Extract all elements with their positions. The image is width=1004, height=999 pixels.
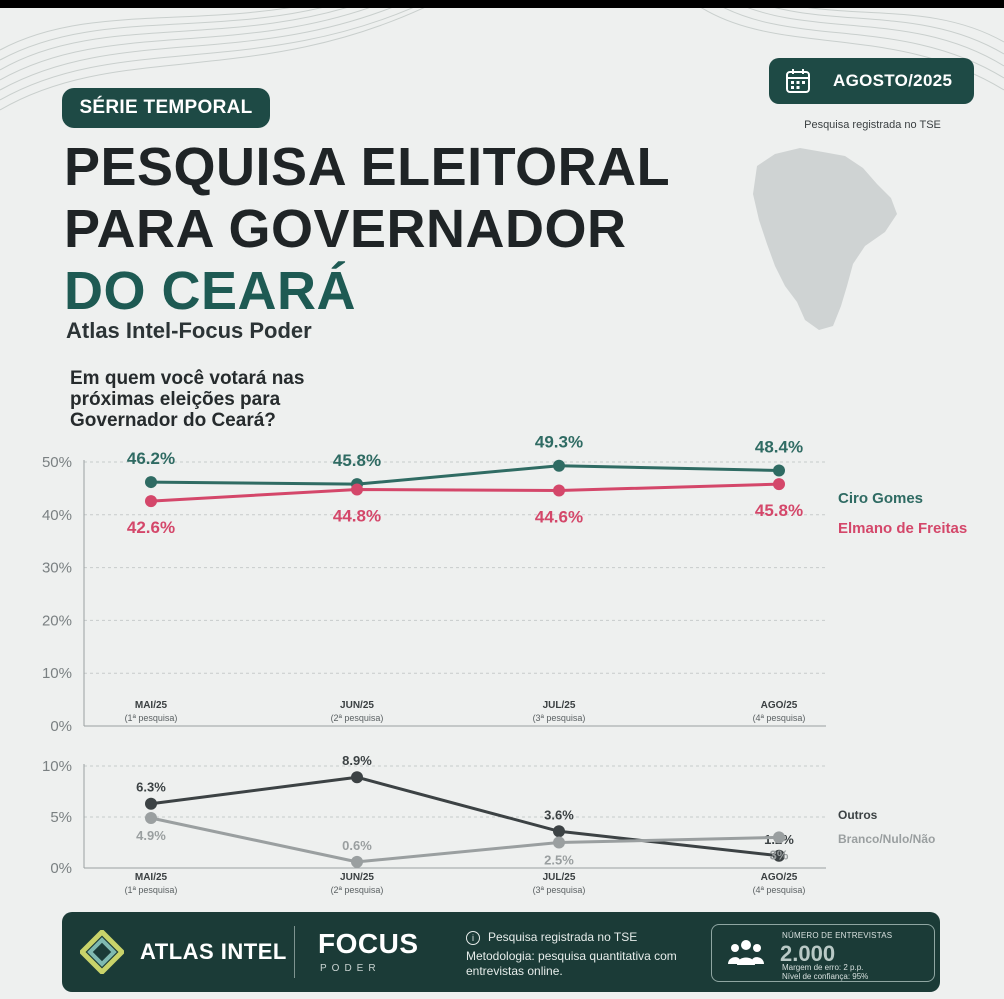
- legend-label: Branco/Nulo/Não: [838, 832, 935, 846]
- methodology-info: i Pesquisa registrada no TSE Metodologia:…: [466, 930, 696, 979]
- question: Em quem você votará nas próximas eleiçõe…: [70, 368, 305, 431]
- legend-label: Outros: [838, 808, 878, 822]
- footer: ATLAS INTEL FOCUS PODER i Pesquisa regist…: [62, 912, 940, 992]
- data-point: [145, 495, 157, 508]
- series-line-outros: [150, 775, 780, 858]
- data-label: 46.2%: [127, 449, 175, 468]
- y-tick-label: 20%: [42, 612, 72, 629]
- people-icon: [728, 940, 764, 965]
- data-point: [145, 812, 157, 825]
- x-tick-sublabel: (4ª pesquisa): [753, 713, 806, 723]
- x-tick-sublabel: (2ª pesquisa): [331, 885, 384, 895]
- x-tick-label: JUL/25: [543, 872, 576, 883]
- data-point: [351, 771, 363, 784]
- x-tick-sublabel: (1ª pesquisa): [125, 713, 178, 723]
- confidence-level: Nível de confiança: 95%: [782, 972, 869, 981]
- title-line-3: DO CEARÁ: [64, 261, 357, 321]
- legend-label: Ciro Gomes: [838, 490, 923, 507]
- data-point: [773, 849, 785, 862]
- data-label: 48.4%: [755, 437, 803, 456]
- x-tick-label: MAI/25: [135, 872, 168, 883]
- atlas-intel-brand: ATLAS INTEL: [140, 939, 287, 964]
- data-label: 49.3%: [535, 433, 583, 452]
- subtitle: Atlas Intel-Focus Poder: [66, 318, 312, 343]
- data-label: 45.8%: [333, 451, 381, 470]
- calendar-icon: [786, 69, 810, 93]
- data-label: 44.8%: [333, 506, 381, 525]
- y-tick-label: 50%: [42, 454, 72, 471]
- series-line-branco-nulo-n-o: [150, 816, 780, 864]
- data-label: 3.6%: [544, 807, 574, 822]
- legend-label: Elmano de Freitas: [838, 520, 967, 537]
- data-point: [145, 797, 157, 810]
- data-point: [773, 478, 785, 491]
- data-point: [553, 836, 565, 849]
- y-tick-label: 40%: [42, 507, 72, 524]
- x-tick-label: JUL/25: [543, 700, 576, 711]
- y-tick-label: 30%: [42, 560, 72, 577]
- sample-label: NÚMERO DE ENTREVISTAS: [782, 931, 893, 940]
- data-point: [553, 459, 565, 472]
- x-tick-label: AGO/25: [761, 872, 798, 883]
- series-tag: SÉRIE TEMPORAL: [62, 88, 270, 128]
- atlas-logo-icon: [80, 930, 124, 974]
- series-line-ciro-gomes: [150, 464, 780, 486]
- chart-area: 0% 10% 20% 30% 40% 50% MAI/25 (1ª pesquisa) JUN/…: [42, 433, 967, 895]
- x-tick-label: JUN/25: [340, 872, 374, 883]
- date-label: AGOSTO/2025: [833, 71, 953, 90]
- ceara-map-icon: [753, 148, 897, 330]
- info-title: Pesquisa registrada no TSE: [488, 930, 638, 944]
- registration-note: Pesquisa registrada no TSE: [804, 119, 941, 131]
- x-tick-sublabel: (4ª pesquisa): [753, 885, 806, 895]
- title-line-1: PESQUISA ELEITORAL: [64, 137, 671, 197]
- y-tick-label: 5%: [50, 809, 72, 826]
- x-tick-label: AGO/25: [761, 700, 798, 711]
- data-point: [553, 484, 565, 497]
- sample-value: 2.000: [780, 941, 836, 966]
- margin-of-error: Margem de erro: 2 p.p.: [782, 963, 864, 972]
- x-tick-sublabel: (2ª pesquisa): [331, 713, 384, 723]
- focus-brand: FOCUS: [318, 928, 419, 959]
- data-point: [553, 825, 565, 838]
- x-tick-sublabel: (3ª pesquisa): [533, 885, 586, 895]
- data-label: 44.6%: [535, 508, 583, 527]
- info-icon: i: [466, 930, 480, 945]
- data-label: 45.8%: [755, 501, 803, 520]
- y-tick-label: 10%: [42, 758, 72, 775]
- data-point: [351, 855, 363, 868]
- data-point: [145, 476, 157, 489]
- poder-brand: PODER: [320, 963, 381, 974]
- x-tick-sublabel: (1ª pesquisa): [125, 885, 178, 895]
- title-line-2: PARA GOVERNADOR: [64, 199, 627, 259]
- y-tick-label: 0%: [50, 860, 72, 877]
- y-tick-label: 10%: [42, 665, 72, 682]
- x-tick-label: MAI/25: [135, 700, 168, 711]
- data-label: 0.6%: [342, 838, 372, 853]
- footer-divider: [294, 926, 295, 978]
- series-line-elmano-de-freitas: [150, 482, 780, 503]
- info-method: Metodologia: pesquisa quantitativa com e…: [466, 949, 677, 978]
- data-label: 42.6%: [127, 518, 175, 537]
- data-point: [773, 831, 785, 844]
- data-label: 4.9%: [136, 828, 166, 843]
- data-label: 3%: [770, 847, 789, 862]
- date-badge: AGOSTO/2025: [769, 58, 974, 104]
- poster: SÉRIE TEMPORAL PESQUISA ELEITORAL PARA G…: [0, 8, 1004, 999]
- y-tick-label: 0%: [50, 718, 72, 735]
- data-label: 2.5%: [544, 853, 574, 868]
- data-label: 8.9%: [342, 753, 372, 768]
- x-tick-sublabel: (3ª pesquisa): [533, 713, 586, 723]
- x-tick-label: JUN/25: [340, 700, 374, 711]
- data-label: 6.3%: [136, 780, 166, 795]
- sample-box: NÚMERO DE ENTREVISTAS 2.000 Margem de er…: [711, 924, 935, 982]
- data-point: [351, 483, 363, 496]
- data-point: [773, 464, 785, 477]
